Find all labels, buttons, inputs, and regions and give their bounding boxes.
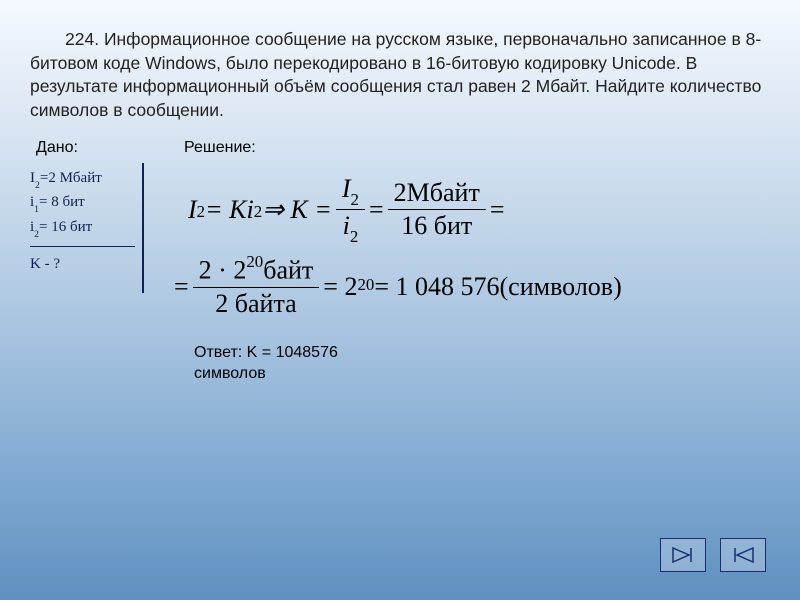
given-unknown: K - ? [30,253,170,276]
given-rule [30,246,135,247]
given-heading: Дано: [30,139,170,157]
given-column: Дано: I2=2 Мбайт i1= 8 бит i2= 16 бит K … [30,139,170,385]
formula-line-2: = 2 · 220байт 2 байта = 220 = 1 048 576(… [174,255,770,319]
solution-column: Решение: I2 = Ki2 ⇒ K = I2 i2 = 2Мбайт [170,139,770,385]
formula-line-1: I2 = Ki2 ⇒ K = I2 i2 = 2Мбайт 16 бит [188,175,770,246]
given-line-1: I2=2 Мбайт [30,167,170,192]
nav-buttons [660,538,766,572]
answer-line-1: Ответ: K = 1048576 [194,343,770,364]
fraction-2: 2Мбайт 16 бит [388,179,486,241]
skip-back-icon [729,546,757,564]
given-line-3: i2= 16 бит [30,216,170,241]
given-lines: I2=2 Мбайт i1= 8 бит i2= 16 бит K - ? [30,167,170,276]
given-divider [142,163,144,293]
answer-line-2: символов [194,364,770,385]
given-line-2: i1= 8 бит [30,191,170,216]
next-button[interactable] [660,538,706,572]
play-forward-icon [669,546,697,564]
fraction-3: 2 · 220байт 2 байта [193,255,320,319]
prev-button[interactable] [720,538,766,572]
answer-block: Ответ: K = 1048576 символов [194,343,770,385]
fraction-1: I2 i2 [336,175,365,246]
slide: 224. Информационное сообщение на русском… [0,0,800,600]
formula-block: I2 = Ki2 ⇒ K = I2 i2 = 2Мбайт 16 бит [184,175,770,319]
solution-heading: Решение: [184,139,770,157]
problem-body: Информационное сообщение на русском язык… [30,29,761,120]
work-area: Дано: I2=2 Мбайт i1= 8 бит i2= 16 бит K … [30,139,770,385]
problem-statement: 224. Информационное сообщение на русском… [30,28,770,123]
problem-number: 224. [65,29,99,49]
